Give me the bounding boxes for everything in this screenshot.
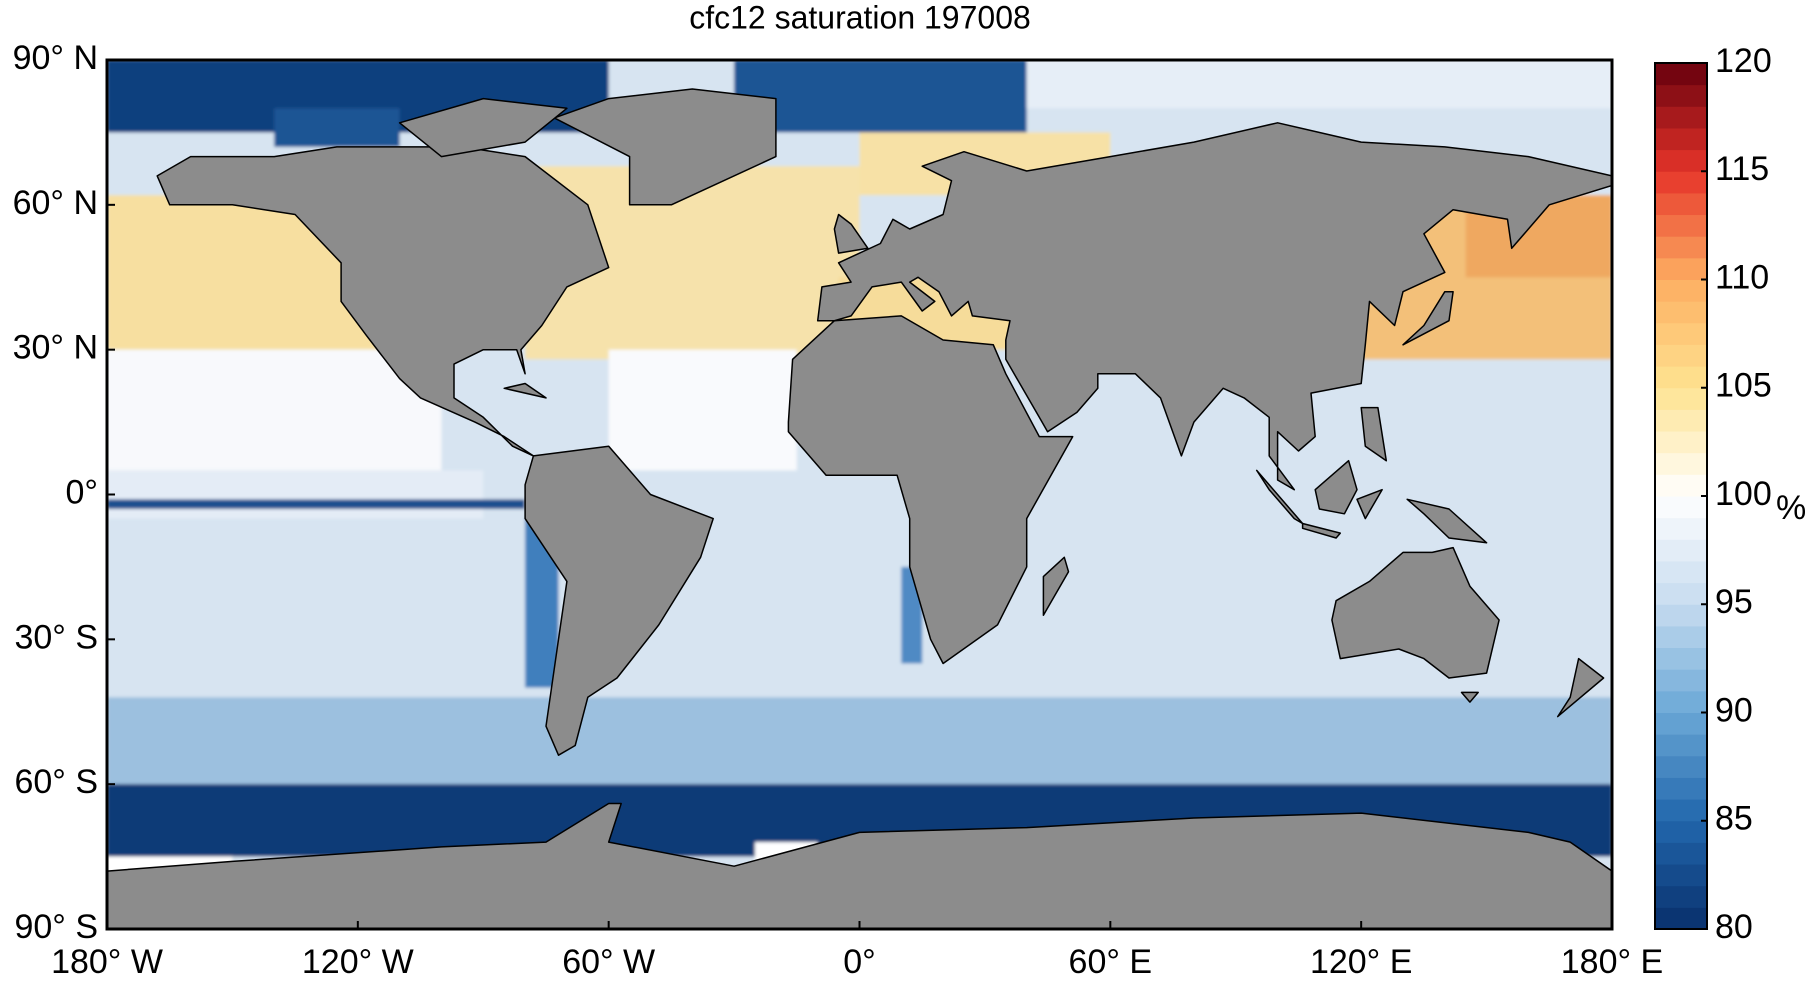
colorbar-band (1655, 864, 1707, 887)
colorbar-band (1655, 885, 1707, 908)
colorbar-band (1655, 820, 1707, 843)
x-tick-label: 180° W (51, 943, 163, 981)
land (156, 146, 610, 457)
colorbar-tick-label: 115 (1715, 150, 1769, 188)
land (833, 213, 869, 254)
land (1460, 691, 1479, 703)
colorbar-tick-label: 110 (1715, 258, 1769, 296)
colorbar-band (1655, 431, 1707, 454)
colorbar-band (1655, 755, 1707, 778)
land (1314, 459, 1358, 515)
land (1356, 488, 1383, 520)
colorbar-tick-label: 90 (1715, 691, 1753, 729)
land (1406, 498, 1488, 544)
colorbar-band (1655, 192, 1707, 216)
colorbar-band (1655, 366, 1707, 389)
colorbar-tick-label: 95 (1715, 583, 1753, 621)
colorbar-band (1655, 582, 1707, 605)
land (787, 315, 1074, 665)
y-tick-label: 60° N (13, 184, 98, 222)
ocean-patch (1026, 60, 1612, 109)
land (1556, 657, 1605, 718)
land (1402, 290, 1454, 346)
y-tick-label: 90° N (13, 39, 98, 77)
land (1042, 556, 1070, 616)
colorbar-band (1655, 712, 1707, 735)
land (1331, 546, 1500, 679)
colorbar-band (1655, 301, 1707, 324)
colorbar-band (1655, 84, 1707, 107)
y-tick-label: 30° S (14, 618, 98, 656)
colorbar-band (1655, 647, 1707, 670)
colorbar-band (1655, 842, 1707, 865)
ocean-patch (734, 60, 1027, 133)
y-tick-label: 30° N (13, 329, 98, 367)
colorbar-band (1655, 322, 1707, 345)
colorbar-band (1655, 149, 1707, 172)
ocean-patch (608, 349, 797, 471)
ocean-patch (107, 349, 442, 471)
ocean-patch (107, 499, 526, 509)
colorbar-band (1655, 171, 1707, 194)
colorbar-band (1655, 799, 1707, 822)
colorbar-band (1655, 690, 1707, 713)
land (107, 802, 1612, 929)
x-tick-label: 0° (843, 943, 876, 981)
land (1301, 522, 1342, 539)
colorbar-band (1655, 127, 1707, 151)
ocean-patch (107, 470, 484, 519)
colorbar-band (1655, 496, 1707, 519)
colorbar-band (1655, 669, 1707, 692)
colorbar-tick-label: 85 (1715, 800, 1753, 838)
colorbar-band (1655, 474, 1707, 497)
colorbar-tick-label: 100 (1715, 475, 1772, 513)
colorbar-band (1655, 279, 1707, 302)
y-tick-label: 0° (65, 473, 98, 511)
colorbar: 80 85 90 95 100 105 110 115 120% (1654, 42, 1806, 946)
land (553, 88, 777, 206)
colorbar-band (1655, 257, 1707, 280)
y-tick-label: 90° S (14, 908, 98, 946)
colorbar-band (1655, 387, 1707, 410)
colorbar-tick-label: 105 (1715, 367, 1772, 405)
land (816, 122, 1612, 491)
x-tick-label: 180° E (1561, 943, 1663, 981)
colorbar-band (1655, 777, 1707, 800)
colorbar-tick-label: 120 (1715, 42, 1772, 80)
land (503, 382, 547, 399)
colorbar-band (1655, 344, 1707, 367)
land (398, 97, 568, 158)
ocean-patch (274, 108, 400, 147)
x-tick-label: 60° E (1069, 943, 1153, 981)
colorbar-band (1655, 409, 1707, 432)
colorbar-band (1655, 604, 1707, 627)
colorbar-band (1655, 63, 1707, 86)
land (524, 445, 714, 756)
x-tick-label: 60° W (562, 943, 655, 981)
x-tick-label: 120° E (1310, 943, 1412, 981)
colorbar-band (1655, 106, 1707, 129)
land (1255, 469, 1304, 525)
y-tick-label: 60° S (14, 763, 98, 801)
colorbar-band (1655, 214, 1707, 237)
colorbar-band (1655, 539, 1707, 562)
colorbar-tick-label: 80 (1715, 908, 1753, 946)
land (1360, 406, 1388, 462)
colorbar-band (1655, 560, 1707, 584)
chart-title: cfc12 saturation 197008 (689, 0, 1031, 35)
colorbar-band (1655, 452, 1707, 475)
colorbar-band (1655, 625, 1707, 649)
colorbar-band (1655, 517, 1707, 540)
map-area (107, 60, 1612, 929)
x-tick-label: 120° W (302, 943, 414, 981)
colorbar-unit: % (1776, 489, 1806, 527)
colorbar-band (1655, 907, 1707, 930)
colorbar-band (1655, 236, 1707, 259)
ocean-patch (107, 697, 1612, 785)
colorbar-band (1655, 734, 1707, 757)
